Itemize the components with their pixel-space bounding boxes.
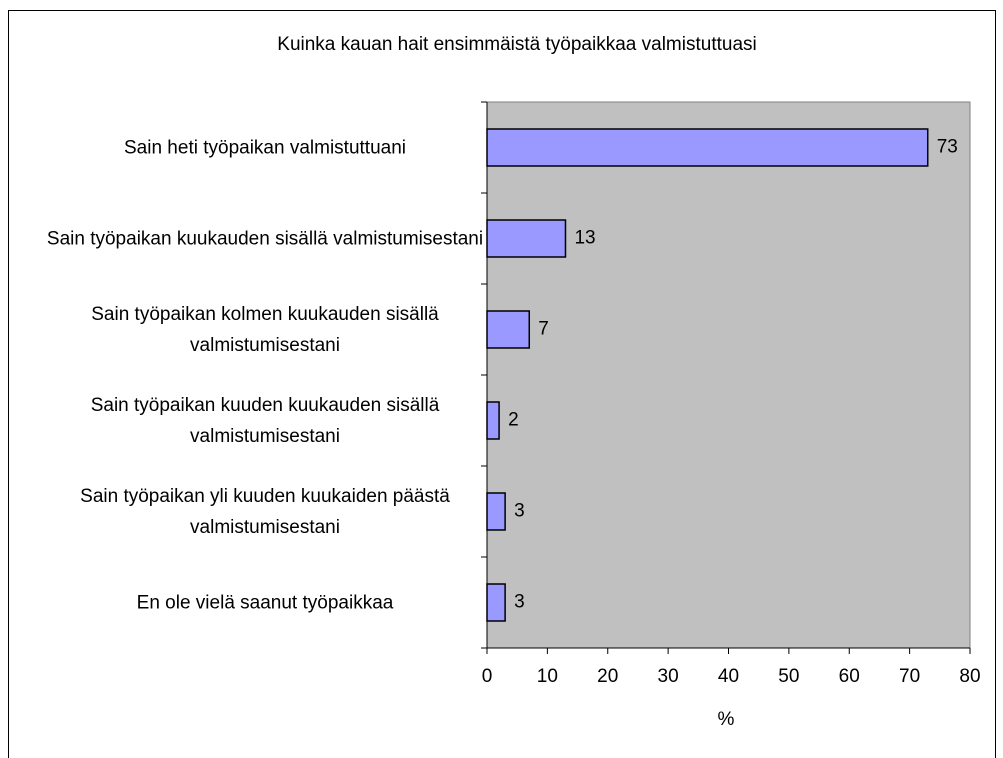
chart-title: Kuinka kauan hait ensimmäistä työpaikkaa… xyxy=(277,34,756,55)
data-label: 7 xyxy=(538,319,549,340)
x-tick-label: 50 xyxy=(778,666,799,687)
x-tick-label: 70 xyxy=(899,666,920,687)
bar xyxy=(486,310,531,349)
data-label: 73 xyxy=(937,137,958,158)
x-tick-label: 80 xyxy=(959,666,980,687)
bar xyxy=(486,128,929,167)
y-tick-label: Sain työpaikan kuukauden sisällä valmist… xyxy=(46,228,484,249)
x-tick-label: 0 xyxy=(482,666,493,687)
plot-area xyxy=(486,101,971,649)
data-label: 3 xyxy=(514,592,525,613)
x-tick-label: 30 xyxy=(658,666,679,687)
y-tick-label: Sain työpaikan kuuden kuukauden sisällä … xyxy=(90,394,440,447)
x-axis-label: % xyxy=(718,709,735,730)
data-label: 13 xyxy=(574,228,595,249)
bar xyxy=(486,219,567,258)
bar xyxy=(486,583,506,622)
x-tick-label: 60 xyxy=(839,666,860,687)
y-tick-label: Sain työpaikan yli kuuden kuukaiden pääs… xyxy=(80,485,450,538)
y-tick-label: Sain heti työpaikan valmistuttuani xyxy=(124,137,406,158)
frame xyxy=(8,10,996,758)
bar xyxy=(486,492,506,531)
y-tick-label: Sain työpaikan kolmen kuukauden sisällä … xyxy=(91,303,439,356)
bar xyxy=(486,401,500,440)
data-label: 3 xyxy=(514,501,525,522)
x-tick-label: 20 xyxy=(597,666,618,687)
x-tick-label: 10 xyxy=(537,666,558,687)
x-tick-label: 40 xyxy=(718,666,739,687)
y-tick-label: En ole vielä saanut työpaikkaa xyxy=(136,592,394,613)
data-label: 2 xyxy=(508,410,519,431)
